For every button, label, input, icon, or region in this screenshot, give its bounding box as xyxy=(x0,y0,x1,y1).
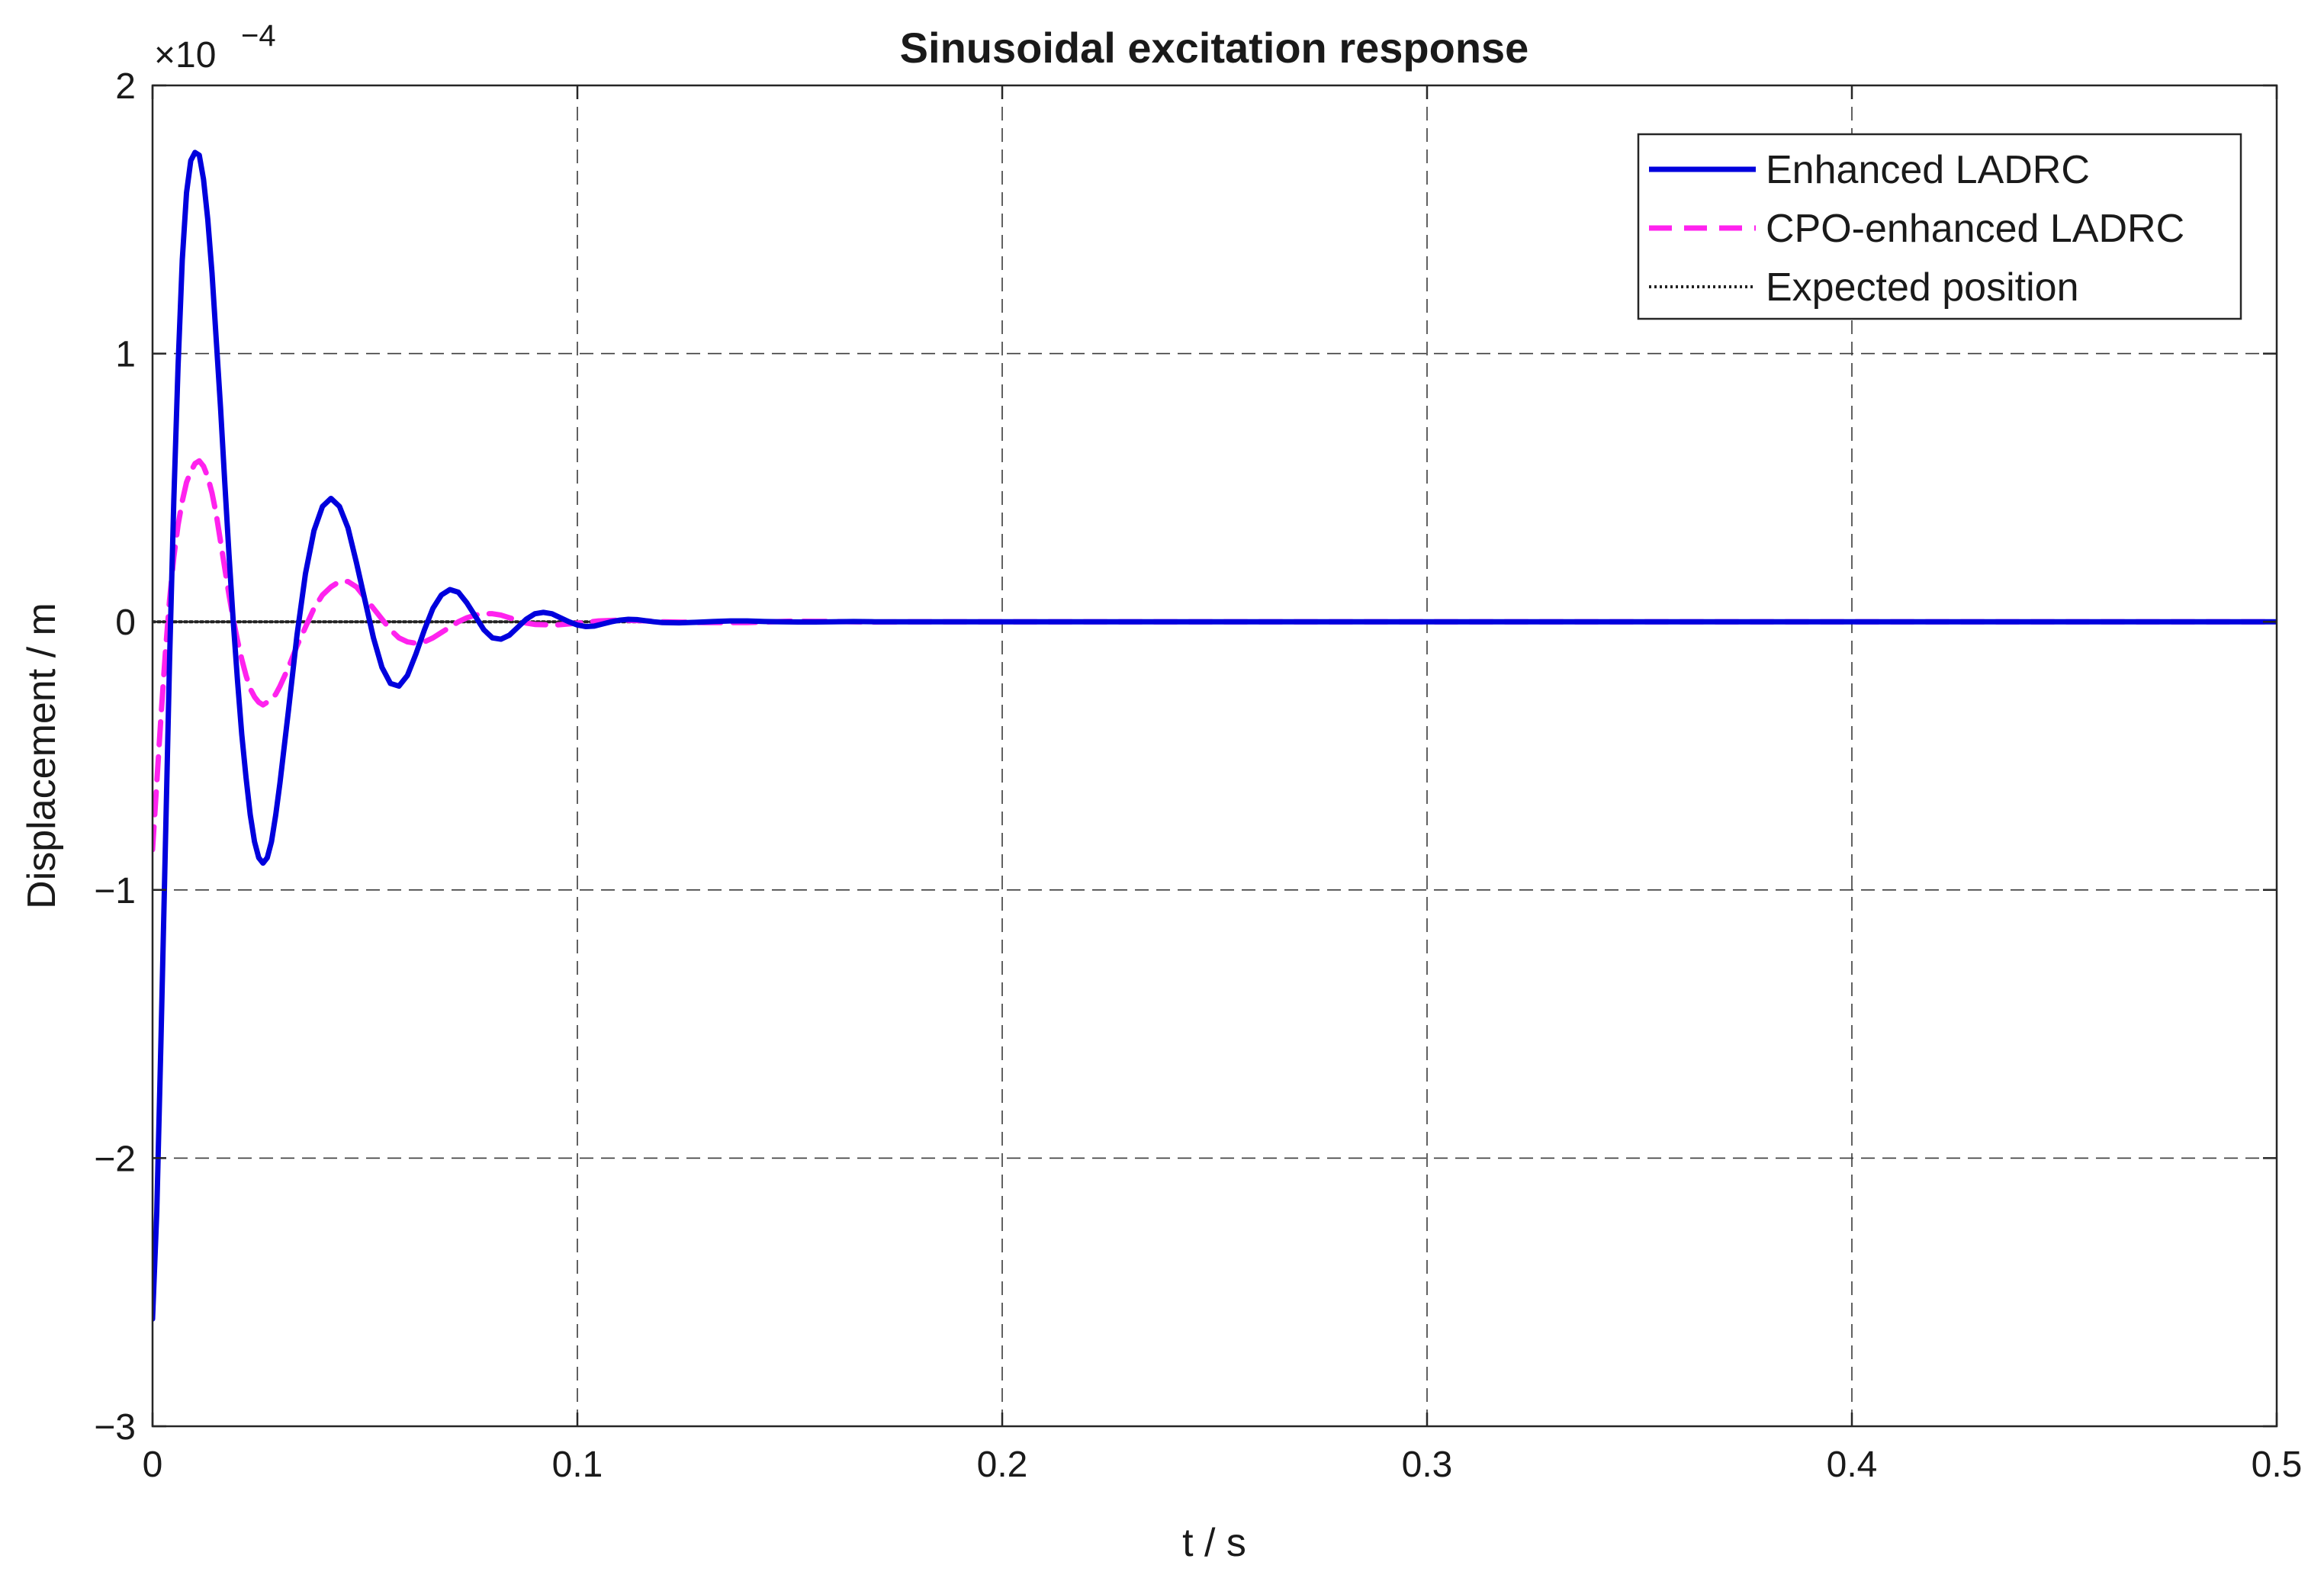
legend-label-expected-position: Expected position xyxy=(1766,265,2079,310)
y-multiplier-exponent: −4 xyxy=(241,19,276,53)
y-tick-label: −3 xyxy=(94,1407,136,1448)
chart-title: Sinusoidal excitation response xyxy=(900,24,1529,72)
legend-label-cpo-enhanced-ladrc: CPO-enhanced LADRC xyxy=(1766,207,2184,251)
plot-frame xyxy=(151,84,2278,1428)
y-tick-label: −1 xyxy=(94,871,136,911)
x-tick-label: 0.3 xyxy=(1402,1445,1453,1485)
x-tick-label: 0.4 xyxy=(1827,1445,1878,1485)
x-tick-label: 0 xyxy=(143,1445,163,1485)
y-axis-label: Displacement / m xyxy=(20,603,64,909)
x-tick-label: 0.2 xyxy=(977,1445,1028,1485)
tick-layer: 0 0.1 0.2 0.3 0.4 0.5 −3 −2 −1 0 1 2 xyxy=(94,66,2302,1485)
series-line-enhanced-ladrc xyxy=(153,149,2277,1322)
x-tick-label: 0.1 xyxy=(552,1445,603,1485)
series-layer xyxy=(153,149,2277,1322)
x-axis-label: t / s xyxy=(1182,1521,1246,1565)
y-axis-multiplier: ×10 −4 xyxy=(154,19,276,76)
y-tick-label: 1 xyxy=(115,335,136,375)
y-multiplier-base: ×10 xyxy=(154,35,216,76)
y-tick-label: 2 xyxy=(115,66,136,107)
legend: Enhanced LADRC CPO-enhanced LADRC Expect… xyxy=(1637,133,2242,320)
y-tick-label: 0 xyxy=(115,603,136,643)
x-tick-label: 0.5 xyxy=(2252,1445,2303,1485)
legend-label-enhanced-ladrc: Enhanced LADRC xyxy=(1766,148,2090,192)
y-tick-label: −2 xyxy=(94,1139,136,1179)
